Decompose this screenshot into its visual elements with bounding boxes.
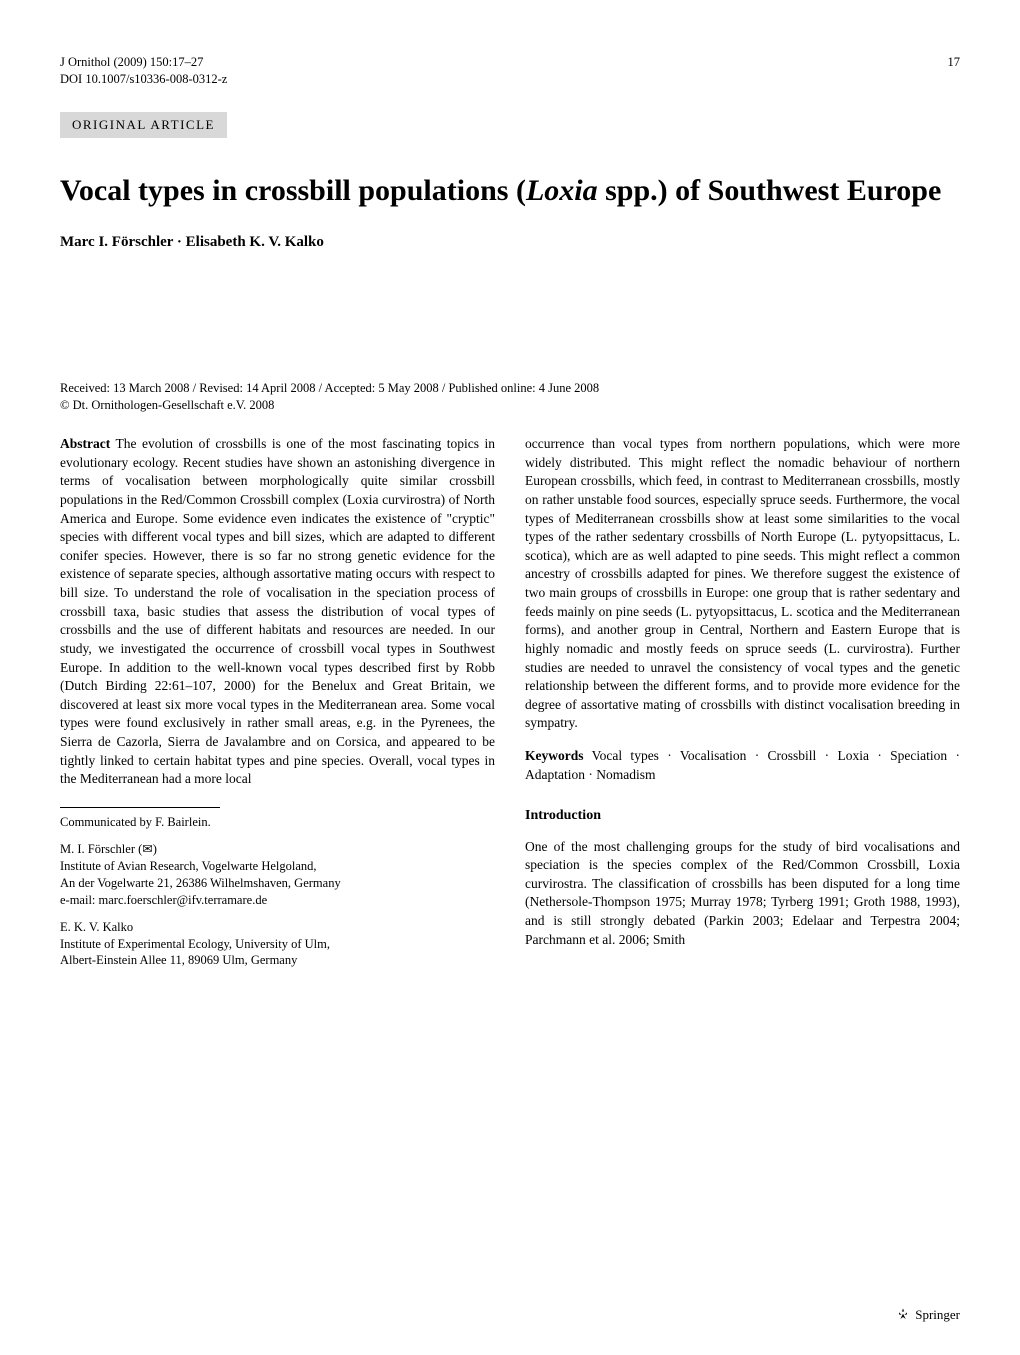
header-line: J Ornithol (2009) 150:17–27 17: [60, 55, 960, 70]
keywords-text: Vocal types · Vocalisation · Crossbill ·…: [525, 748, 960, 782]
affiliation-1: M. I. Förschler (✉) Institute of Avian R…: [60, 841, 495, 909]
keywords-paragraph: Keywords Vocal types · Vocalisation · Cr…: [525, 747, 960, 784]
title-italic: Loxia: [526, 174, 598, 207]
right-column: occurrence than vocal types from norther…: [525, 435, 960, 979]
aff1-line2: An der Vogelwarte 21, 26386 Wilhelmshave…: [60, 875, 495, 892]
keywords-label: Keywords: [525, 748, 584, 763]
aff2-line2: Albert-Einstein Allee 11, 89069 Ulm, Ger…: [60, 952, 495, 969]
doi: DOI 10.1007/s10336-008-0312-z: [60, 72, 960, 87]
two-column-body: Abstract The evolution of crossbills is …: [60, 435, 960, 979]
journal-citation: J Ornithol (2009) 150:17–27: [60, 55, 203, 70]
publisher-name: Springer: [915, 1307, 960, 1323]
publisher-footer: Springer: [895, 1307, 960, 1323]
aff2-line1: Institute of Experimental Ecology, Unive…: [60, 936, 495, 953]
introduction-text: One of the most challenging groups for t…: [525, 838, 960, 950]
aff1-line1: Institute of Avian Research, Vogelwarte …: [60, 858, 495, 875]
aff1-email: e-mail: marc.foerschler@ifv.terramare.de: [60, 892, 495, 909]
introduction-heading: Introduction: [525, 806, 960, 825]
footnote-divider: [60, 807, 220, 808]
dates-line: Received: 13 March 2008 / Revised: 14 Ap…: [60, 381, 960, 396]
copyright-line: © Dt. Ornithologen-Gesellschaft e.V. 200…: [60, 398, 960, 413]
abstract-text-col1: The evolution of crossbills is one of th…: [60, 436, 495, 786]
affiliation-2: E. K. V. Kalko Institute of Experimental…: [60, 919, 495, 970]
article-title: Vocal types in crossbill populations (Lo…: [60, 173, 960, 209]
title-pre: Vocal types in crossbill populations (: [60, 174, 526, 207]
abstract-label: Abstract: [60, 436, 110, 451]
abstract-text-col2: occurrence than vocal types from norther…: [525, 435, 960, 733]
springer-icon: [895, 1307, 911, 1323]
aff1-name: M. I. Förschler (✉): [60, 841, 495, 858]
communicated-by: Communicated by F. Bairlein.: [60, 814, 495, 831]
left-column: Abstract The evolution of crossbills is …: [60, 435, 495, 979]
section-badge: ORIGINAL ARTICLE: [60, 112, 227, 138]
aff2-name: E. K. V. Kalko: [60, 919, 495, 936]
title-post: spp.) of Southwest Europe: [598, 174, 942, 207]
authors: Marc I. Förschler · Elisabeth K. V. Kalk…: [60, 234, 960, 251]
abstract-paragraph: Abstract The evolution of crossbills is …: [60, 435, 495, 789]
page-number: 17: [948, 55, 961, 70]
